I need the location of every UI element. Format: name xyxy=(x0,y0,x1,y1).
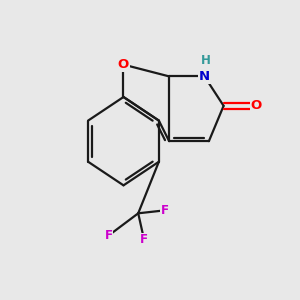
Text: O: O xyxy=(118,58,129,71)
Text: H: H xyxy=(201,54,211,67)
Text: F: F xyxy=(105,229,113,242)
Text: F: F xyxy=(161,204,169,217)
Text: O: O xyxy=(250,99,262,112)
Text: N: N xyxy=(199,70,210,83)
Text: F: F xyxy=(140,233,148,246)
